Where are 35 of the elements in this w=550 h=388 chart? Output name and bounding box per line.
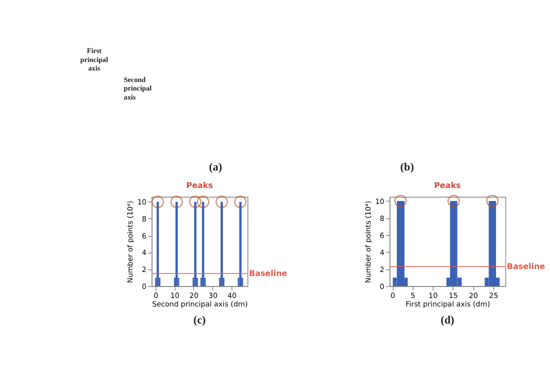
ref-line-label: Baseline xyxy=(506,262,546,271)
x-tick-label: 10 xyxy=(428,290,438,300)
y-tick-label: 4 xyxy=(142,248,147,258)
y-axis-title: Number of points (10⁴) xyxy=(363,200,372,283)
y-tick-label: 6 xyxy=(142,231,147,240)
x-tick-label: 30 xyxy=(208,290,218,300)
text: (d) xyxy=(440,314,455,327)
y-axis-title: Number of points (10⁴) xyxy=(126,200,135,283)
y-tick-label: 2 xyxy=(380,264,384,274)
x-tick-label: 0 xyxy=(154,290,159,300)
y-tick-label: 4 xyxy=(380,248,385,257)
y-tick-label: 2 xyxy=(142,265,146,274)
x-tick-label: 20 xyxy=(189,290,199,300)
x-tick-label: 25 xyxy=(489,290,498,300)
text: Peaks xyxy=(186,180,214,190)
x-tick-label: 0 xyxy=(390,290,396,300)
text: (a) xyxy=(209,161,222,174)
x-axis-title: Second principal axis (dm) xyxy=(152,300,248,309)
x-tick-label: 15 xyxy=(448,290,458,300)
text: (b) xyxy=(400,161,414,174)
x-tick-label: 10 xyxy=(170,290,180,300)
x-tick-label: 5 xyxy=(410,290,416,300)
y-tick-label: 10 xyxy=(375,196,385,206)
y-tick-label: 8 xyxy=(142,214,147,224)
y-tick-label: 0 xyxy=(142,282,147,291)
y-tick-label: 8 xyxy=(380,214,385,223)
y-tick-label: 10 xyxy=(137,198,147,207)
x-axis-title: First principal axis (dm) xyxy=(406,300,490,309)
y-tick-label: 0 xyxy=(380,282,385,291)
text: (c) xyxy=(193,314,206,327)
x-tick-label: 40 xyxy=(227,290,238,300)
text: Peaks xyxy=(434,180,462,190)
x-tick-label: 20 xyxy=(468,290,478,300)
y-tick-label: 6 xyxy=(380,230,385,240)
ref-line-label: Baseline xyxy=(249,268,288,278)
